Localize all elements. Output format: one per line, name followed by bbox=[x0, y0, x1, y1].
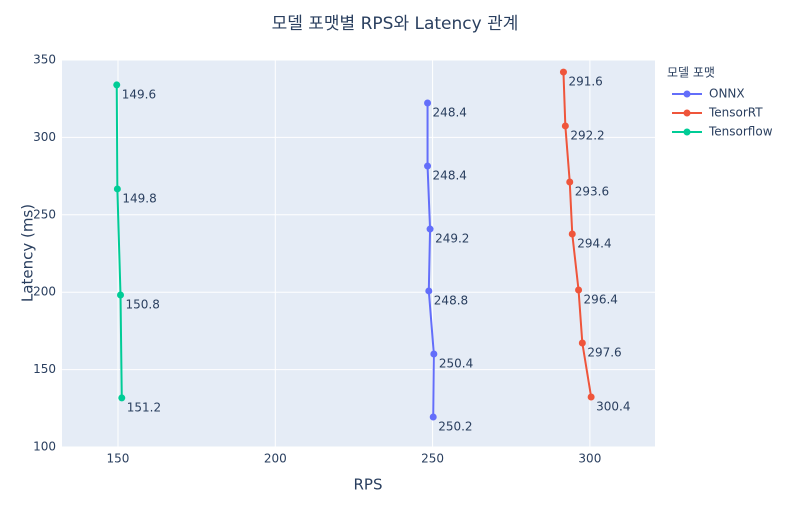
point-label: 292.2 bbox=[570, 128, 604, 142]
x-tick-label: 250 bbox=[421, 452, 444, 466]
point-label: 250.2 bbox=[438, 419, 472, 433]
point bbox=[575, 286, 583, 294]
point-label: 149.6 bbox=[122, 87, 156, 101]
point-label: 150.8 bbox=[126, 297, 160, 311]
point-label: 294.4 bbox=[577, 236, 611, 250]
legend-label: TensorRT bbox=[708, 106, 763, 120]
point bbox=[568, 230, 576, 238]
series-line bbox=[115, 84, 123, 398]
series-layer: 248.4 248.4 249.2 248.8 250.4 250.2 291.6 292.2… bbox=[113, 68, 630, 433]
y-axis-title: Latency (ms) bbox=[19, 204, 37, 302]
point bbox=[113, 81, 121, 89]
point-label: 248.4 bbox=[433, 169, 467, 183]
y-tick-label: 200 bbox=[33, 285, 56, 299]
y-tick-label: 150 bbox=[33, 362, 56, 376]
grid bbox=[62, 59, 655, 448]
point-label: 296.4 bbox=[584, 293, 618, 307]
x-axis-title: RPS bbox=[354, 476, 383, 494]
point bbox=[426, 225, 434, 233]
y-tick-label: 350 bbox=[33, 53, 56, 67]
x-tick-label: 200 bbox=[264, 452, 287, 466]
point-label: 249.2 bbox=[435, 232, 469, 246]
legend-marker bbox=[683, 90, 691, 98]
point bbox=[566, 178, 574, 186]
point bbox=[429, 413, 437, 421]
point bbox=[559, 68, 567, 76]
point-label: 248.8 bbox=[434, 293, 468, 307]
legend-label: ONNX bbox=[709, 87, 745, 101]
point-label: 151.2 bbox=[127, 400, 161, 414]
chart-title: 모델 포맷별 RPS와 Latency 관계 bbox=[272, 14, 519, 34]
y-tick-label: 100 bbox=[33, 440, 56, 454]
point-label: 250.4 bbox=[439, 356, 473, 370]
point bbox=[425, 287, 433, 295]
point bbox=[430, 350, 438, 358]
point bbox=[424, 99, 432, 107]
y-tick-label: 300 bbox=[33, 130, 56, 144]
point bbox=[578, 339, 586, 347]
point bbox=[113, 185, 121, 193]
x-tick-label: 300 bbox=[578, 452, 601, 466]
legend-marker bbox=[683, 109, 691, 117]
point-label: 248.4 bbox=[433, 106, 467, 120]
series-line bbox=[426, 103, 435, 417]
point-label: 291.6 bbox=[568, 75, 602, 89]
legend-title: 모델 포맷 bbox=[667, 66, 715, 80]
point bbox=[424, 162, 432, 170]
point bbox=[118, 394, 126, 402]
point bbox=[587, 393, 595, 401]
point-label: 297.6 bbox=[587, 345, 621, 359]
point-label: 293.6 bbox=[575, 184, 609, 198]
x-tick-label: 150 bbox=[107, 452, 130, 466]
plot-area bbox=[62, 60, 655, 447]
point-label: 300.4 bbox=[596, 399, 630, 413]
point bbox=[117, 291, 125, 299]
point-label: 149.8 bbox=[122, 191, 156, 205]
point bbox=[561, 122, 569, 130]
y-tick-label: 250 bbox=[33, 207, 56, 221]
legend-marker bbox=[683, 128, 691, 136]
legend-label: Tensorflow bbox=[708, 125, 773, 139]
